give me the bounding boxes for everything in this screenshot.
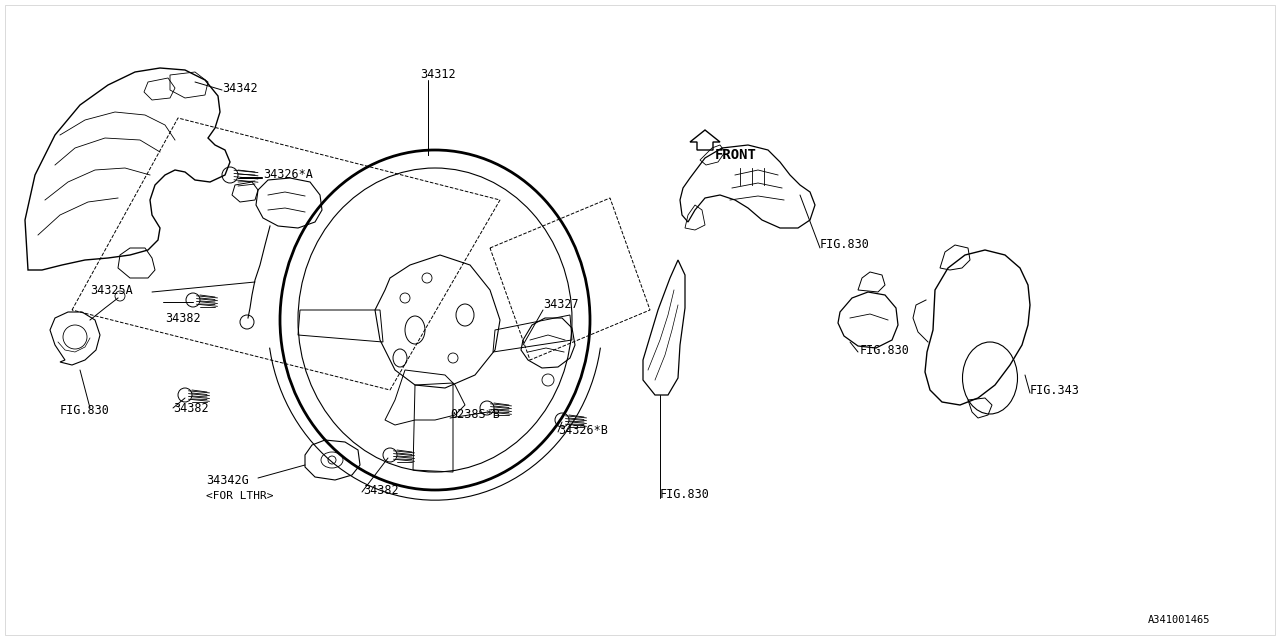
Text: FRONT: FRONT (716, 148, 756, 162)
Text: FIG.830: FIG.830 (60, 403, 110, 417)
Text: FIG.830: FIG.830 (820, 239, 870, 252)
Text: 34325A: 34325A (90, 284, 133, 296)
Text: 0238S*B: 0238S*B (451, 408, 500, 422)
Text: 34382: 34382 (173, 401, 209, 415)
Text: 34342: 34342 (221, 81, 257, 95)
Text: 34326*A: 34326*A (262, 168, 312, 182)
Text: 34342G: 34342G (206, 474, 248, 486)
Text: 34312: 34312 (420, 68, 456, 81)
Text: 34327: 34327 (543, 298, 579, 312)
Text: <FOR LTHR>: <FOR LTHR> (206, 491, 274, 501)
Text: 34382: 34382 (364, 483, 398, 497)
Text: 34326*B: 34326*B (558, 424, 608, 436)
Text: FIG.830: FIG.830 (860, 344, 910, 356)
Text: A341001465: A341001465 (1147, 615, 1210, 625)
Text: 34382: 34382 (165, 312, 201, 324)
Text: FIG.830: FIG.830 (660, 488, 710, 502)
Text: FIG.343: FIG.343 (1030, 383, 1080, 397)
